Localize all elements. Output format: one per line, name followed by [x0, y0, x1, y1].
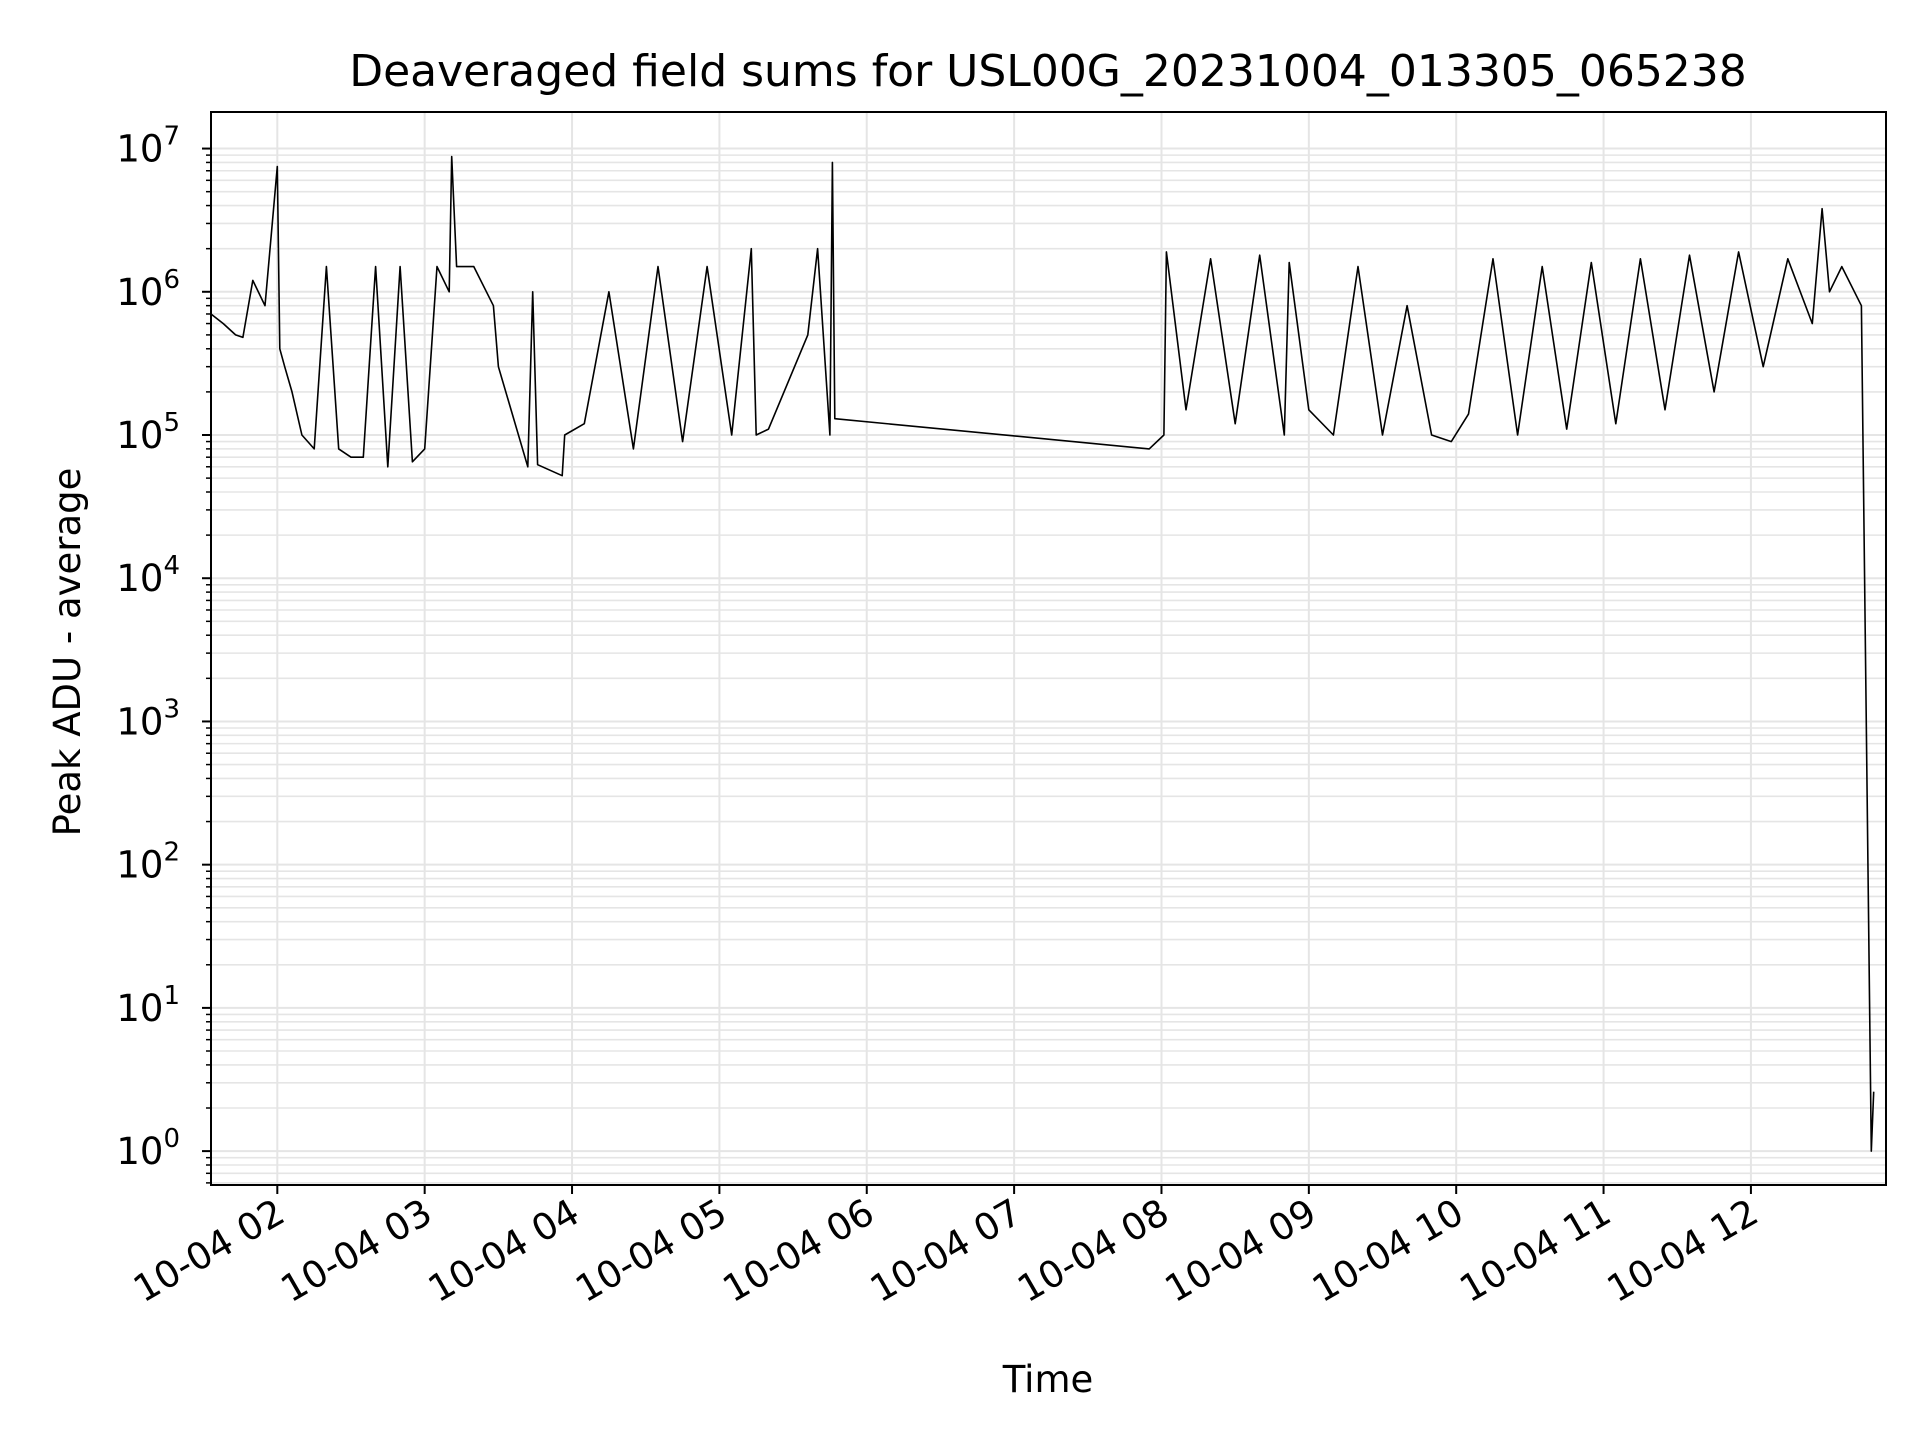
y-tick-label: 106	[116, 265, 180, 314]
plot-frame	[210, 111, 1887, 1186]
y-tick-label: 103	[116, 694, 180, 743]
grid-lines	[211, 112, 1886, 1185]
y-tick-label: 100	[116, 1124, 180, 1173]
y-tick-label: 101	[116, 981, 180, 1030]
x-tick-label: 10-04 05	[568, 1191, 734, 1311]
y-tick-label: 102	[116, 838, 180, 887]
x-tick-label: 10-04 06	[716, 1191, 882, 1311]
x-tick-label: 10-04 04	[421, 1191, 587, 1311]
series-line	[210, 155, 1875, 1152]
y-axis-label: Peak ADU - average	[46, 468, 89, 837]
x-tick-label: 10-04 02	[126, 1191, 292, 1311]
y-tick-label: 107	[116, 122, 180, 171]
y-tick-label: 105	[116, 408, 180, 457]
x-tick-label: 10-04 10	[1305, 1191, 1471, 1311]
x-tick-label: 10-04 09	[1158, 1191, 1324, 1311]
x-axis-label: Time	[1002, 1358, 1094, 1401]
x-tick-label: 10-04 11	[1452, 1191, 1618, 1311]
x-tick-label: 10-04 08	[1010, 1191, 1176, 1311]
x-tick-label: 10-04 07	[863, 1191, 1029, 1311]
x-tick-label: 10-04 03	[274, 1191, 440, 1311]
chart-title: Deaveraged field sums for USL00G_2023100…	[349, 46, 1747, 97]
y-tick-label: 104	[116, 551, 180, 600]
x-tick-label: 10-04 12	[1600, 1191, 1766, 1311]
series-layer	[210, 155, 1875, 1152]
